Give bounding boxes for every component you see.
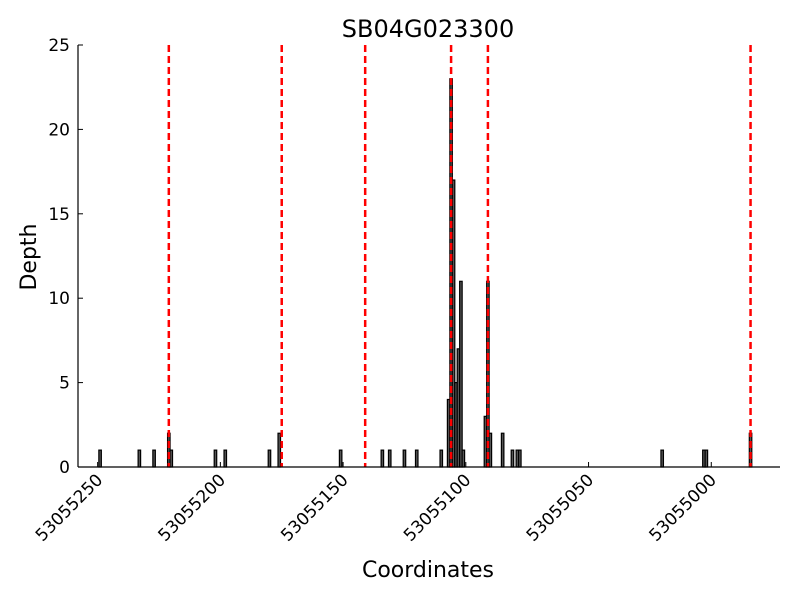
depth-bar [500, 432, 505, 468]
depth-bar [152, 449, 156, 468]
y-axis-label: Depth [17, 223, 42, 290]
depth-bar [338, 449, 343, 468]
y-tick-label: 0 [59, 458, 70, 478]
depth-bar [387, 449, 392, 468]
depth-bar [461, 449, 466, 468]
x-tick-label: 53055100 [400, 470, 475, 545]
depth-bar [137, 449, 142, 468]
depth-bar [223, 449, 228, 468]
x-axis: 53055250 53055200 53055150 53055100 53055050… [32, 462, 780, 546]
y-tick-label: 15 [48, 205, 70, 225]
depth-bar [213, 449, 218, 468]
y-tick-label: 20 [48, 120, 70, 140]
depth-bar [277, 432, 282, 468]
x-tick-label: 53055200 [155, 470, 230, 545]
x-axis-label: Coordinates [362, 558, 494, 583]
x-tick-label: 53055250 [32, 470, 107, 545]
depth-bar [660, 449, 665, 468]
depth-bar [459, 280, 463, 468]
depth-bar [402, 449, 407, 468]
y-tick-label: 5 [59, 374, 70, 394]
depth-bar [488, 432, 493, 468]
x-tick-label: 53055050 [523, 470, 598, 545]
depth-bar [267, 449, 272, 468]
x-tick-label: 53055000 [645, 470, 720, 545]
depth-bar [439, 449, 444, 468]
depth-bar [517, 449, 522, 468]
depth-bar [748, 432, 753, 468]
depth-bar [704, 449, 709, 468]
x-tick-label: 53055150 [277, 470, 352, 545]
y-tick-label: 10 [48, 289, 70, 309]
depth-bar [169, 449, 174, 468]
y-tick-label: 25 [48, 36, 70, 56]
chart-title: SB04G023300 [342, 15, 514, 43]
depth-bar [510, 449, 515, 468]
plot-area [98, 45, 753, 468]
depth-bar [98, 449, 102, 468]
depth-bar [414, 449, 419, 468]
y-axis: 0 5 10 15 20 25 [48, 36, 83, 478]
depth-bar [380, 449, 385, 468]
